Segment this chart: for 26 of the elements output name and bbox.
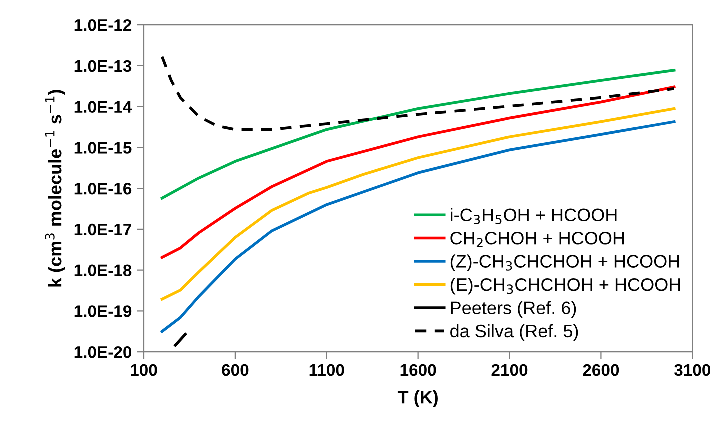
legend-label: i-C$_{3}$H$_{5}$OH + HCOOH	[451, 208, 617, 225]
x-tick-label: 600	[222, 364, 249, 376]
y-tick-label: 1.0E-17	[74, 224, 132, 236]
y-tick-label: 1.0E-18	[74, 264, 132, 277]
y-tick-label: 1.0E-20	[74, 346, 132, 358]
y-tick-label: 1.0E-14	[74, 101, 132, 114]
legend-label: Peeters (Ref. 6)	[451, 301, 576, 318]
line-series	[160, 56, 676, 132]
y-tick-label: 1.0E-13	[74, 60, 132, 72]
legend-label: (E)-CH$_{3}$CHCHOH + HCOOH	[450, 278, 680, 295]
legend-label: CH$_{2}$CHOH + HCOOH	[450, 232, 624, 248]
x-tick-label: 3100	[674, 364, 710, 376]
y-tick-label: 1.0E-16	[74, 182, 132, 195]
line-series	[160, 69, 676, 200]
legend-label: da Silva (Ref. 5)	[450, 324, 578, 342]
x-tick-label: 2100	[492, 364, 528, 376]
x-axis-title: T (K)	[398, 390, 438, 408]
x-tick-label: 1600	[400, 364, 436, 376]
x-tick-label: 1100	[310, 364, 344, 376]
y-axis-title: k (cm$^{3}$ molecule$^{−1}$ s$^{−1}$)	[45, 90, 66, 287]
legend-label: (Z)-CH$_{3}$CHCHOH + HCOOH	[450, 254, 680, 272]
y-tick-label: 1.0E-12	[74, 19, 132, 32]
x-tick-label: 100	[131, 364, 158, 376]
y-tick-label: 1.0E-15	[74, 142, 132, 154]
y-tick-label: 1.0E-19	[74, 306, 132, 318]
x-tick-label: 2600	[583, 364, 620, 376]
